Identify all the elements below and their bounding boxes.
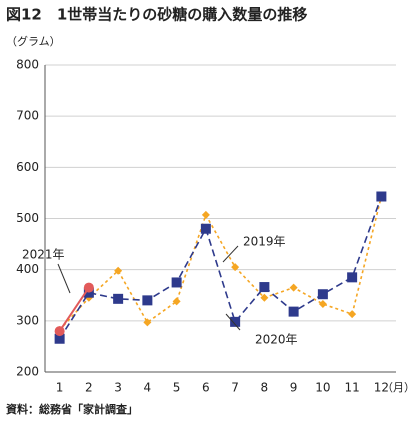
x-tick-label: 11 bbox=[344, 381, 359, 395]
marker bbox=[317, 289, 328, 300]
marker bbox=[260, 293, 269, 302]
x-tick-label: 8 bbox=[261, 381, 269, 395]
marker bbox=[54, 326, 65, 337]
x-tick-label: 2 bbox=[85, 381, 93, 395]
x-tick-label: 6 bbox=[202, 381, 210, 395]
y-tick-label: 500 bbox=[16, 211, 39, 225]
marker bbox=[231, 263, 240, 272]
marker bbox=[171, 277, 182, 288]
series-label: 2020年 bbox=[255, 333, 298, 347]
y-tick-label: 700 bbox=[16, 109, 39, 123]
series-label: 2021年 bbox=[22, 248, 65, 262]
y-tick-label: 400 bbox=[16, 262, 39, 276]
marker bbox=[348, 310, 357, 319]
marker bbox=[143, 318, 152, 327]
x-tick-label: 4 bbox=[144, 381, 152, 395]
x-tick-label: 7 bbox=[231, 381, 239, 395]
marker bbox=[200, 223, 211, 234]
source: 資料：総務省「家計調査」 bbox=[6, 402, 138, 416]
x-tick-label: 3 bbox=[114, 381, 122, 395]
y-tick-label: 300 bbox=[16, 313, 39, 327]
marker bbox=[54, 333, 65, 344]
marker bbox=[376, 191, 387, 202]
marker bbox=[83, 282, 94, 293]
y-tick-label: 600 bbox=[16, 160, 39, 174]
x-tick-label: 5 bbox=[173, 381, 181, 395]
leader-line bbox=[57, 263, 71, 294]
marker bbox=[288, 306, 299, 317]
x-tick-label: 9 bbox=[290, 381, 298, 395]
marker bbox=[172, 297, 181, 306]
series-line bbox=[59, 196, 383, 331]
x-unit: （月） bbox=[382, 381, 415, 394]
leader-line bbox=[225, 313, 241, 331]
y-tick-label: 800 bbox=[16, 58, 39, 72]
marker bbox=[230, 316, 241, 327]
series-label: 2019年 bbox=[243, 235, 286, 249]
leader-line bbox=[222, 245, 239, 263]
marker bbox=[113, 293, 124, 304]
x-tick-label: 12 bbox=[374, 381, 389, 395]
marker bbox=[318, 299, 327, 308]
marker bbox=[142, 295, 153, 306]
marker bbox=[83, 287, 94, 298]
marker bbox=[289, 283, 298, 292]
x-tick-label: 1 bbox=[56, 381, 64, 395]
marker bbox=[114, 266, 123, 275]
y-unit: （グラム） bbox=[6, 34, 61, 48]
series-line bbox=[58, 196, 383, 340]
marker bbox=[201, 210, 210, 219]
marker bbox=[347, 272, 358, 283]
marker bbox=[259, 282, 270, 293]
y-tick-label: 200 bbox=[16, 365, 39, 379]
x-tick-label: 10 bbox=[315, 381, 330, 395]
series-line bbox=[58, 287, 90, 332]
chart-title: 図12 1世帯当たりの砂糖の購入数量の推移 bbox=[6, 6, 307, 24]
